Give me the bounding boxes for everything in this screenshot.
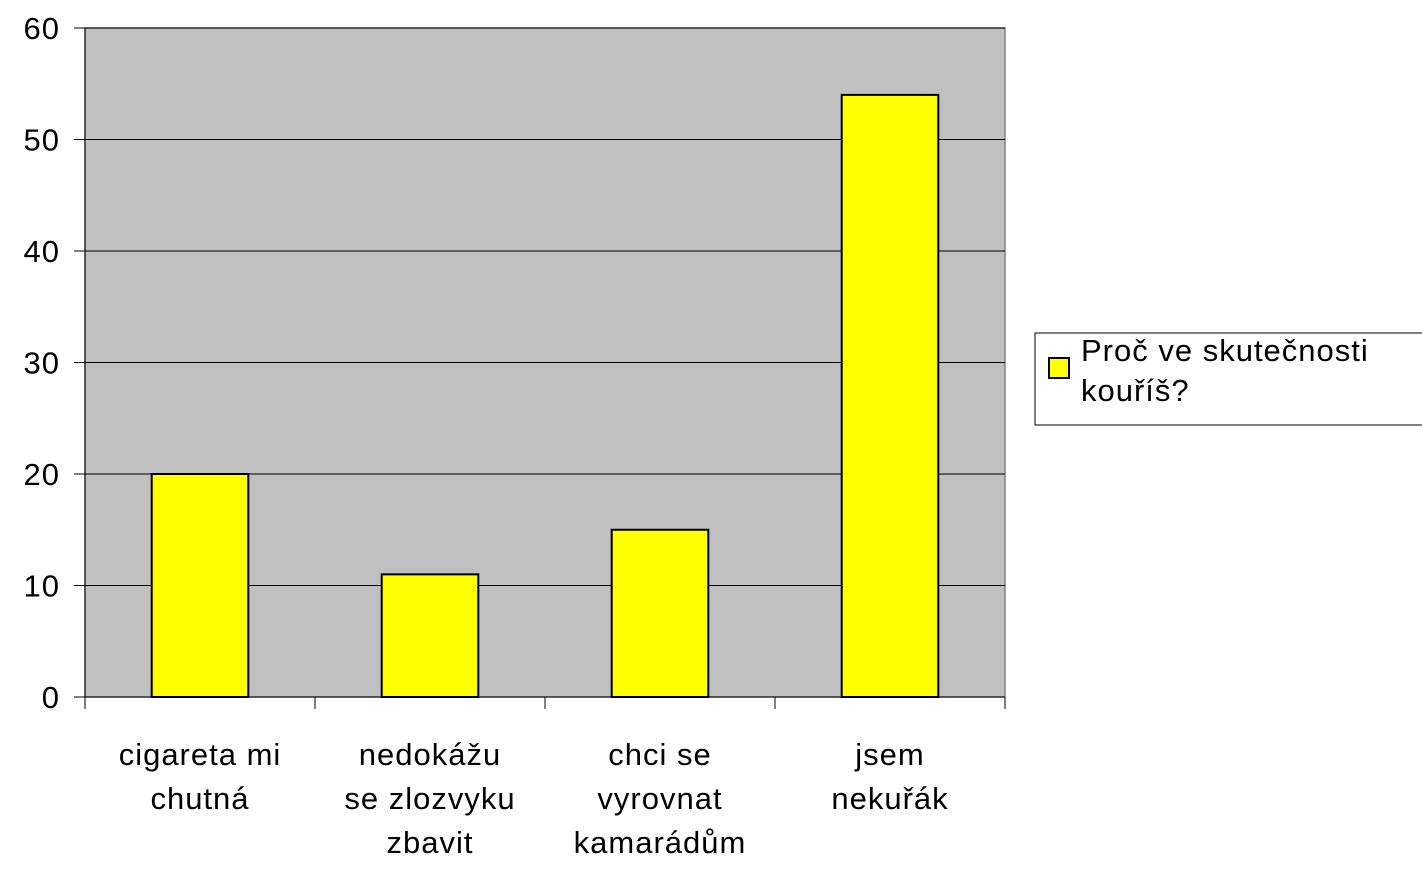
y-tick-label: 30 [24, 346, 60, 381]
legend-label: Proč ve skutečnosti kouříš? [1081, 333, 1369, 408]
y-tick-label: 20 [24, 457, 60, 492]
x-tick-label: jsem nekuřák [831, 737, 948, 816]
bar [610, 528, 710, 698]
x-tick-label: chci se vyrovnat kamarádům [574, 737, 747, 860]
x-tick-label: cigareta mi chutná [119, 737, 282, 816]
x-tick-label: nedokážu se zlozvyku zbavit [344, 737, 515, 860]
y-tick-label: 50 [24, 123, 60, 158]
y-tick-label: 60 [24, 11, 60, 46]
bar [840, 93, 940, 698]
y-tick-label: 10 [24, 569, 60, 604]
legend-box [1034, 332, 1422, 426]
bar [380, 573, 480, 698]
bar [150, 473, 250, 698]
legend-swatch [1048, 357, 1070, 379]
y-tick-label: 0 [42, 680, 60, 715]
y-tick-label: 40 [24, 234, 60, 269]
